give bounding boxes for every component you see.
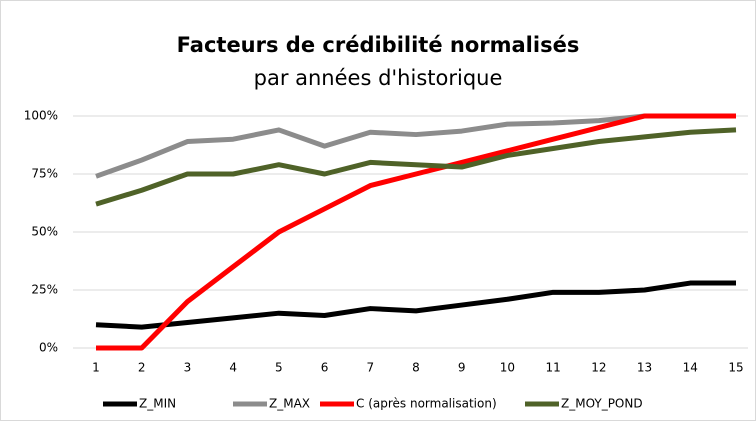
legend-label: Z_MAX [269,397,310,411]
x-tick-label: 4 [229,361,237,375]
legend-label: Z_MOY_POND [561,397,643,411]
series-line [96,113,736,351]
y-tick-label: 0% [39,341,58,355]
x-tick-label: 2 [138,361,146,375]
y-tick-label: 100% [24,109,58,123]
x-tick-label: 8 [412,361,420,375]
chart-subtitle: par années d'historique [254,66,503,90]
x-tick-label: 11 [546,361,561,375]
y-tick-label: 75% [31,167,58,181]
x-tick-label: 3 [184,361,192,375]
x-tick-label: 14 [683,361,698,375]
x-tick-label: 9 [458,361,466,375]
x-tick-label: 7 [366,361,374,375]
x-tick-label: 6 [321,361,329,375]
x-tick-label: 5 [275,361,283,375]
x-tick-label: 10 [500,361,515,375]
y-tick-label: 25% [31,283,58,297]
legend-label: Z_MIN [139,397,176,411]
series-line [95,127,737,207]
chart-title: Facteurs de crédibilité normalisés [177,33,580,57]
x-tick-label: 13 [637,361,652,375]
legend-label: C (après normalisation) [356,397,497,411]
x-tick-label: 15 [728,361,743,375]
x-tick-label: 12 [591,361,606,375]
y-tick-label: 50% [31,225,58,239]
x-tick-label: 1 [92,361,100,375]
series-line [95,280,736,330]
